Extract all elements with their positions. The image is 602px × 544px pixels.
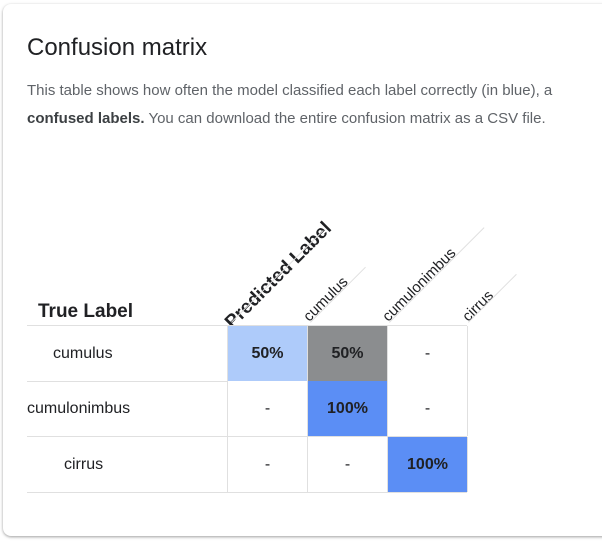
column-header-cumulonimbus: cumulonimbus [379,244,460,326]
confusion-matrix-card: Confusion matrix This table shows how of… [3,4,602,536]
matrix-cell: - [227,381,307,436]
matrix-cell: 100% [307,381,387,436]
description-line-1: This table shows how often the model cla… [27,82,553,99]
matrix-cell: - [227,437,307,492]
matrix-row-cumulus: cumulus 50% 50% - [27,325,468,382]
matrix-row-cirrus: cirrus - - 100% [27,437,468,493]
description-line-2: confused labels. You can download the en… [27,105,602,133]
matrix-cell: 100% [387,437,468,492]
true-label-heading: True Label [38,301,134,322]
matrix-cell: 50% [307,326,387,381]
matrix-row-cumulonimbus: cumulonimbus - 100% - [27,381,468,437]
confused-labels-text: confused labels. [27,110,145,127]
description-tail: You can download the entire confusion ma… [144,110,546,127]
row-label-cumulus: cumulus [53,345,113,362]
row-label-cumulonimbus: cumulonimbus [27,400,131,417]
matrix-cell: - [307,437,387,492]
column-header-cirrus: cirrus [459,287,497,326]
matrix-cell: 50% [227,326,307,381]
row-label-cirrus: cirrus [64,456,104,473]
card-description: This table shows how often the model cla… [27,77,602,133]
matrix-cell: - [387,326,468,381]
card-title: Confusion matrix [27,34,208,61]
column-header-cumulus: cumulus [300,273,352,326]
matrix-cell: - [387,381,468,436]
